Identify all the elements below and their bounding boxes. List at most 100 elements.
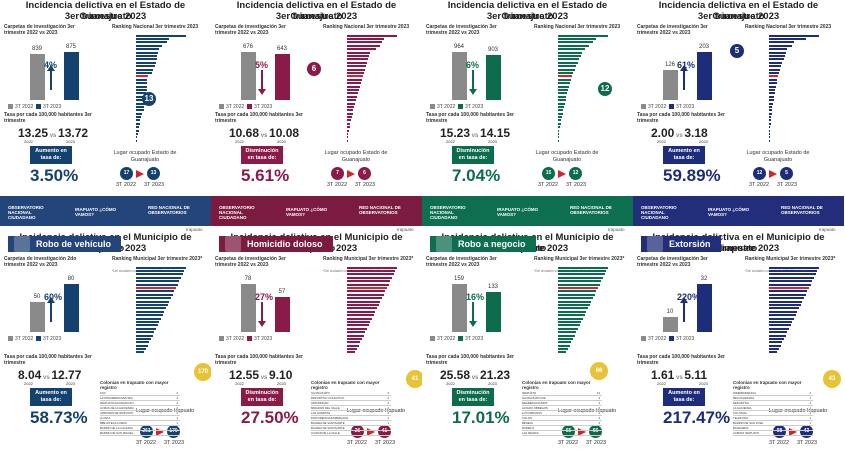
ranking-bar [769, 310, 798, 313]
ranking-row [100, 98, 208, 102]
legend: 3T 2022 3T 2023 [219, 104, 272, 110]
org-logo-2: IRAPUATO ¿CÓMO VAMOS? [708, 207, 750, 217]
colonia-row: LATINOAMERICANA/TEC 2 [100, 396, 180, 401]
ranking-row [100, 48, 208, 51]
panel-period: 3er trimestre 2023 [64, 11, 147, 22]
ranking-row [522, 310, 630, 313]
ranking-bar [347, 297, 382, 300]
ranking-bar [136, 266, 186, 269]
ranking-row [100, 266, 208, 269]
ranking-row [100, 126, 208, 129]
ranking-bar [136, 334, 153, 337]
colonia-name: COLONIAL [733, 411, 748, 415]
colonia-name: RESIDENCIAL/DRS [522, 401, 548, 405]
position-year-2022: 3T 2022 [769, 440, 790, 446]
ranking-row [522, 290, 630, 293]
colonia-count: 1 [387, 421, 389, 425]
ranking-bar [558, 331, 577, 334]
ranking-bar [136, 75, 148, 78]
position-year-2023: 3T 2023 [144, 182, 165, 188]
ranking-bar [769, 344, 781, 347]
ranking-row [522, 34, 630, 37]
ranking-row [733, 105, 841, 108]
arrow-right-icon [136, 170, 144, 178]
ranking-bar [347, 38, 384, 41]
ranking-row [100, 280, 208, 283]
ranking-bar [769, 65, 782, 68]
rank-position-badge: 170 [194, 363, 211, 381]
ranking-label: Ranking Municipal 3er trimestre 2023* [534, 256, 625, 262]
change-badge: Disminución en tasa de: [241, 388, 283, 406]
legend-label-2022: 3T 2022 [226, 336, 245, 342]
ranking-bar [347, 34, 397, 37]
bar-2023 [64, 52, 79, 100]
colonia-name: RECUALENADO [733, 396, 755, 400]
colonia-count: 1 [809, 406, 811, 410]
ranking-bar [558, 348, 568, 351]
ranking-bar [558, 116, 563, 119]
ranking-row [522, 347, 630, 351]
rate-2023: 13.72 [58, 126, 89, 140]
rate-comparison: 1.61 vs 5.11 [651, 368, 707, 382]
ranking-row [311, 273, 419, 276]
ranking-bar [558, 334, 575, 337]
ranking-row [311, 324, 419, 327]
arrow-down-icon [472, 302, 474, 322]
ranking-bar [558, 71, 574, 74]
ranking-bar [769, 327, 789, 330]
bar-2023 [486, 291, 501, 332]
ranking-row [100, 290, 208, 293]
colonia-count: 2 [387, 401, 389, 405]
bar-2023 [697, 52, 712, 100]
legend-swatch-2023 [247, 104, 253, 110]
ranking-bar [347, 55, 369, 58]
ranking-row [100, 293, 208, 296]
ranking-bar [769, 68, 781, 71]
ranking-bar [347, 88, 359, 91]
legend: 3T 2022 3T 2023 [430, 104, 483, 110]
rank-position-badge: 66 [590, 362, 608, 380]
ranking-bar [558, 307, 588, 310]
ranking-row [311, 98, 419, 102]
ranking-row [311, 286, 419, 290]
ranking-row [522, 293, 630, 296]
ranking-row [100, 341, 208, 344]
position-2023: 6 [358, 167, 371, 180]
ranking-row [522, 75, 630, 78]
ranking-row [100, 310, 208, 313]
arrow-up-icon [683, 302, 685, 322]
ranking-bar [136, 307, 166, 310]
ranking-bar [136, 68, 154, 71]
ranking-bar [136, 327, 156, 330]
ranking-row [100, 61, 208, 64]
ranking-bar [136, 283, 178, 286]
bar-value-2023: 643 [276, 46, 287, 53]
carpetas-label: Carpetas de investigación 3er trimestre … [215, 256, 286, 268]
ranking-bar [347, 122, 351, 125]
city-label: Irapuato [397, 227, 414, 232]
ranking-row [311, 139, 419, 142]
vs-label: vs [470, 133, 481, 139]
carpetas-label: Carpetas de investigación 3er trimestre … [637, 256, 708, 268]
colonia-count: 3 [598, 406, 600, 410]
ranking-bar [347, 293, 384, 296]
bar-value-2022: 964 [453, 44, 464, 51]
rank-position-badge: 5 [730, 44, 744, 58]
footer-segment: OBSERVATORIO NACIONAL CIUDADANO IRAPUATO … [633, 196, 844, 226]
ranking-bar [347, 348, 357, 351]
ranking-bar [347, 68, 365, 71]
org-logo-3: RED NACIONAL DE OBSERVATORIOS [359, 205, 401, 215]
ranking-bar [347, 112, 353, 115]
ranking-row [733, 51, 841, 54]
crime-category-label: Robo de vehículo [8, 236, 122, 252]
ranking-row [311, 300, 419, 303]
bar-2023 [275, 297, 290, 332]
colonia-name: IRAPUATO [522, 391, 537, 395]
ranking-row [733, 122, 841, 125]
colonias-table: Colonias en Irapuato con mayor registro I… [522, 380, 602, 436]
ranking-row [522, 115, 630, 119]
ranking-bar [347, 119, 351, 122]
ranking-bar [558, 88, 569, 91]
rate-label: Tasa por cada 100,000 habitantes 3er tri… [4, 354, 93, 366]
rate-comparison: 8.04 vs 12.77 [18, 368, 81, 382]
